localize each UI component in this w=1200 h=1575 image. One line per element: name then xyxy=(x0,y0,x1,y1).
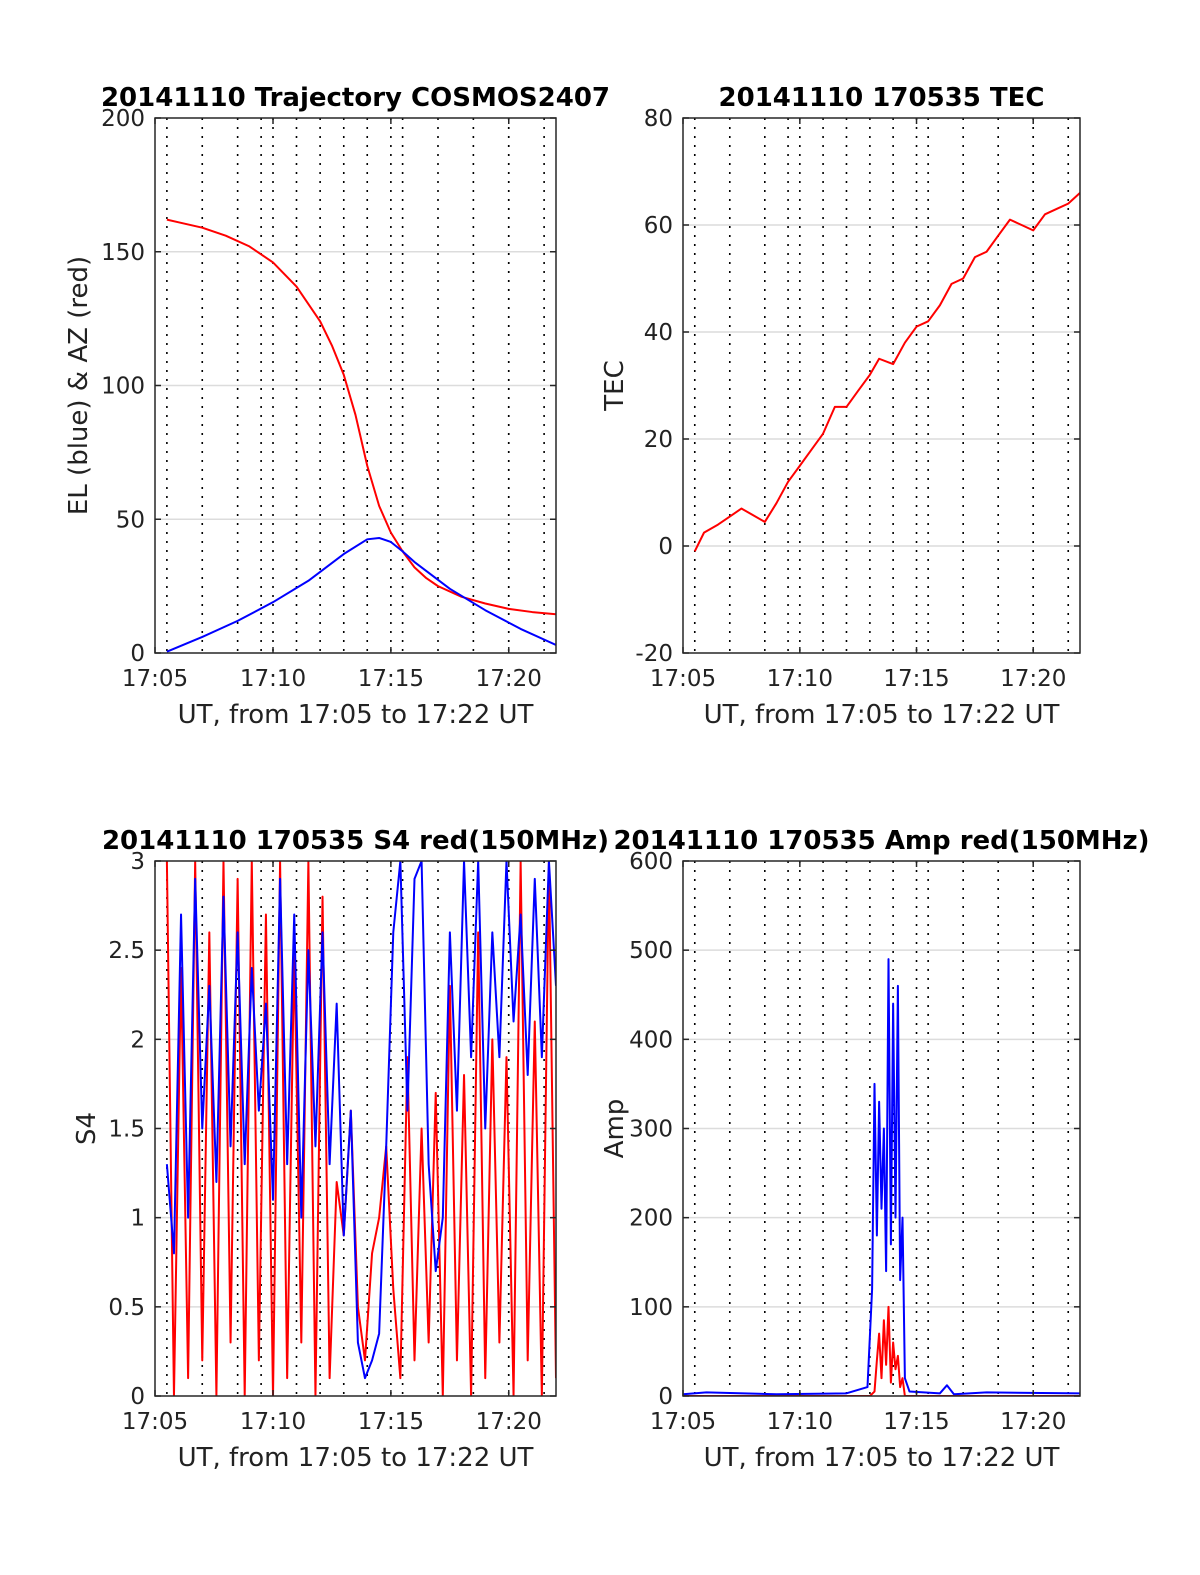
y-tick-label: 80 xyxy=(644,106,673,132)
subplot-1: 17:05 17:10 17:15 17:20 0 50 100 150 20020141110… xyxy=(64,83,610,730)
subplot-3: 17:05 17:10 17:15 17:20 0 0.5 1 1.5 2 2.5 32014111… xyxy=(72,826,609,1473)
y-tick-label: 0.5 xyxy=(108,1295,145,1321)
subplot-2: 17:05 17:10 17:15 17:20 -20 0 20 40 60 80 20141110… xyxy=(600,83,1081,730)
x-tick-label: 17:05 xyxy=(122,666,188,692)
y-tick-label: 400 xyxy=(629,1027,673,1053)
x-tick-label: 17:10 xyxy=(767,666,833,692)
x-tick-label: 17:15 xyxy=(358,666,424,692)
y-axis-label: S4 xyxy=(72,1112,102,1145)
y-tick-label: 150 xyxy=(101,240,145,266)
x-tick-label: 17:10 xyxy=(240,666,306,692)
red-series-line xyxy=(683,1305,1080,1396)
y-tick-label: 2 xyxy=(130,1027,145,1053)
x-tick-label: 17:15 xyxy=(883,666,949,692)
blue-series-line xyxy=(683,958,1080,1396)
blue-series-line xyxy=(166,536,556,653)
y-tick-label: 200 xyxy=(101,106,145,132)
subplot-title: 20141110 170535 Amp red(150MHz) xyxy=(613,826,1149,856)
red-series-line xyxy=(166,218,556,616)
y-tick-label: 100 xyxy=(629,1295,673,1321)
x-tick-label: 17:05 xyxy=(650,666,716,692)
y-tick-label: 1 xyxy=(130,1206,145,1232)
y-tick-label: 0 xyxy=(130,641,145,667)
x-tick-label: 17:05 xyxy=(122,1409,188,1435)
x-axis-label: UT, from 17:05 to 17:22 UT xyxy=(178,700,534,730)
y-tick-label: 0 xyxy=(658,1384,673,1410)
subplot-title: 20141110 170535 S4 red(150MHz) xyxy=(102,826,609,856)
red-series-line xyxy=(693,192,1080,552)
y-tick-label: 50 xyxy=(116,507,145,533)
x-axis-label: UT, from 17:05 to 17:22 UT xyxy=(704,1443,1060,1473)
subplot-title: 20141110 170535 TEC xyxy=(719,83,1045,113)
x-tick-label: 17:10 xyxy=(767,1409,833,1435)
x-axis-label: UT, from 17:05 to 17:22 UT xyxy=(178,1443,534,1473)
y-tick-label: 1.5 xyxy=(108,1117,145,1143)
y-tick-label: 60 xyxy=(644,213,673,239)
y-tick-label: 100 xyxy=(101,374,145,400)
y-tick-label: 300 xyxy=(629,1117,673,1143)
y-tick-label: 0 xyxy=(658,534,673,560)
x-tick-label: 17:05 xyxy=(650,1409,716,1435)
y-axis-label: TEC xyxy=(600,360,630,411)
x-tick-label: 17:15 xyxy=(883,1409,949,1435)
x-tick-label: 17:20 xyxy=(1000,1409,1066,1435)
y-tick-label: 600 xyxy=(629,849,673,875)
x-tick-label: 17:15 xyxy=(358,1409,424,1435)
y-tick-label: 2.5 xyxy=(108,938,145,964)
x-tick-label: 17:20 xyxy=(1000,666,1066,692)
y-axis-label: EL (blue) & AZ (red) xyxy=(64,256,94,515)
subplot-4: 17:05 17:10 17:15 17:20 0 100 200 300 400 500 6002… xyxy=(600,826,1150,1473)
red-series-line xyxy=(165,861,556,1396)
y-tick-label: 0 xyxy=(130,1384,145,1410)
subplot-title: 20141110 Trajectory COSMOS2407 xyxy=(101,83,610,113)
y-tick-label: 20 xyxy=(644,427,673,453)
y-tick-label: 500 xyxy=(629,938,673,964)
y-tick-label: 200 xyxy=(629,1206,673,1232)
x-tick-label: 17:10 xyxy=(240,1409,306,1435)
axes-box xyxy=(682,117,1081,654)
y-tick-label: 40 xyxy=(644,320,673,346)
blue-series-line xyxy=(165,861,556,1380)
y-axis-label: Amp xyxy=(600,1099,630,1159)
x-tick-label: 17:20 xyxy=(476,666,542,692)
x-tick-label: 17:20 xyxy=(476,1409,542,1435)
y-tick-label: 3 xyxy=(130,849,145,875)
y-tick-label: -20 xyxy=(635,641,673,667)
x-axis-label: UT, from 17:05 to 17:22 UT xyxy=(704,700,1060,730)
